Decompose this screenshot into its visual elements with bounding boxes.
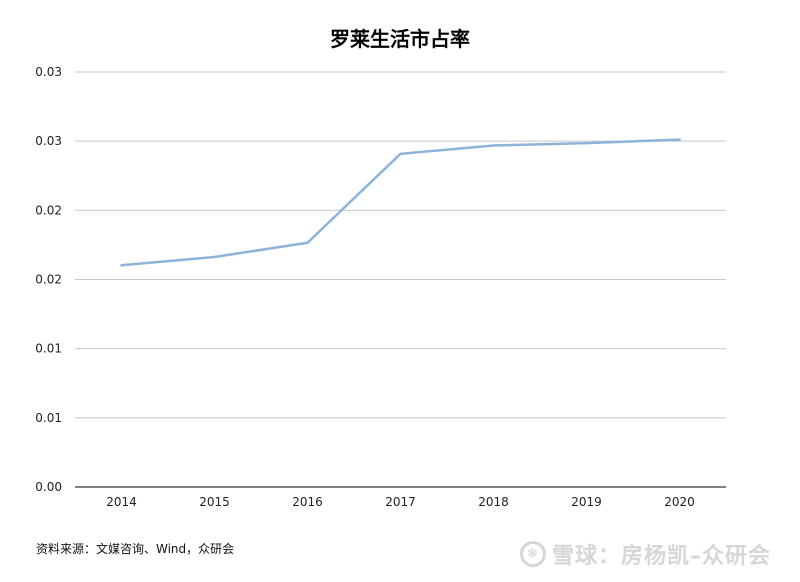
x-axis-ticks: 2014 2015 2016 2017 2018 2019 2020 xyxy=(106,495,695,509)
x-tick-label: 2017 xyxy=(385,495,416,509)
series-line xyxy=(120,138,681,267)
y-axis-ticks: 0.00 0.01 0.01 0.02 0.02 0.03 0.03 xyxy=(35,65,62,494)
data-point xyxy=(306,241,309,244)
watermark: ❄ 雪球：房杨凯–众研会 xyxy=(520,538,771,570)
y-tick-label: 0.00 xyxy=(35,480,62,494)
x-tick-label: 2020 xyxy=(664,495,695,509)
x-tick-label: 2014 xyxy=(106,495,137,509)
x-tick-label: 2018 xyxy=(478,495,509,509)
y-tick-label: 0.03 xyxy=(35,134,62,148)
data-point xyxy=(120,264,123,267)
data-point xyxy=(213,255,216,259)
grid xyxy=(75,71,726,419)
chart-title: 罗莱生活市占率 xyxy=(330,27,470,51)
y-tick-label: 0.02 xyxy=(35,273,62,287)
data-point xyxy=(399,152,402,156)
snowball-logo-icon: ❄ xyxy=(520,541,546,567)
y-tick-label: 0.01 xyxy=(35,411,62,425)
watermark-text: 雪球：房杨凯–众研会 xyxy=(552,544,772,569)
y-tick-label: 0.03 xyxy=(35,65,62,79)
x-tick-label: 2015 xyxy=(199,495,230,509)
data-point xyxy=(585,141,588,145)
x-tick-label: 2016 xyxy=(292,495,323,509)
data-point xyxy=(678,138,681,141)
y-tick-label: 0.02 xyxy=(35,203,62,217)
data-point xyxy=(492,144,495,147)
source-note: 资料来源：文媒咨询、Wind，众研会 xyxy=(36,542,235,556)
series-layer xyxy=(120,138,681,267)
x-tick-label: 2019 xyxy=(571,495,602,509)
y-tick-label: 0.01 xyxy=(35,342,62,356)
